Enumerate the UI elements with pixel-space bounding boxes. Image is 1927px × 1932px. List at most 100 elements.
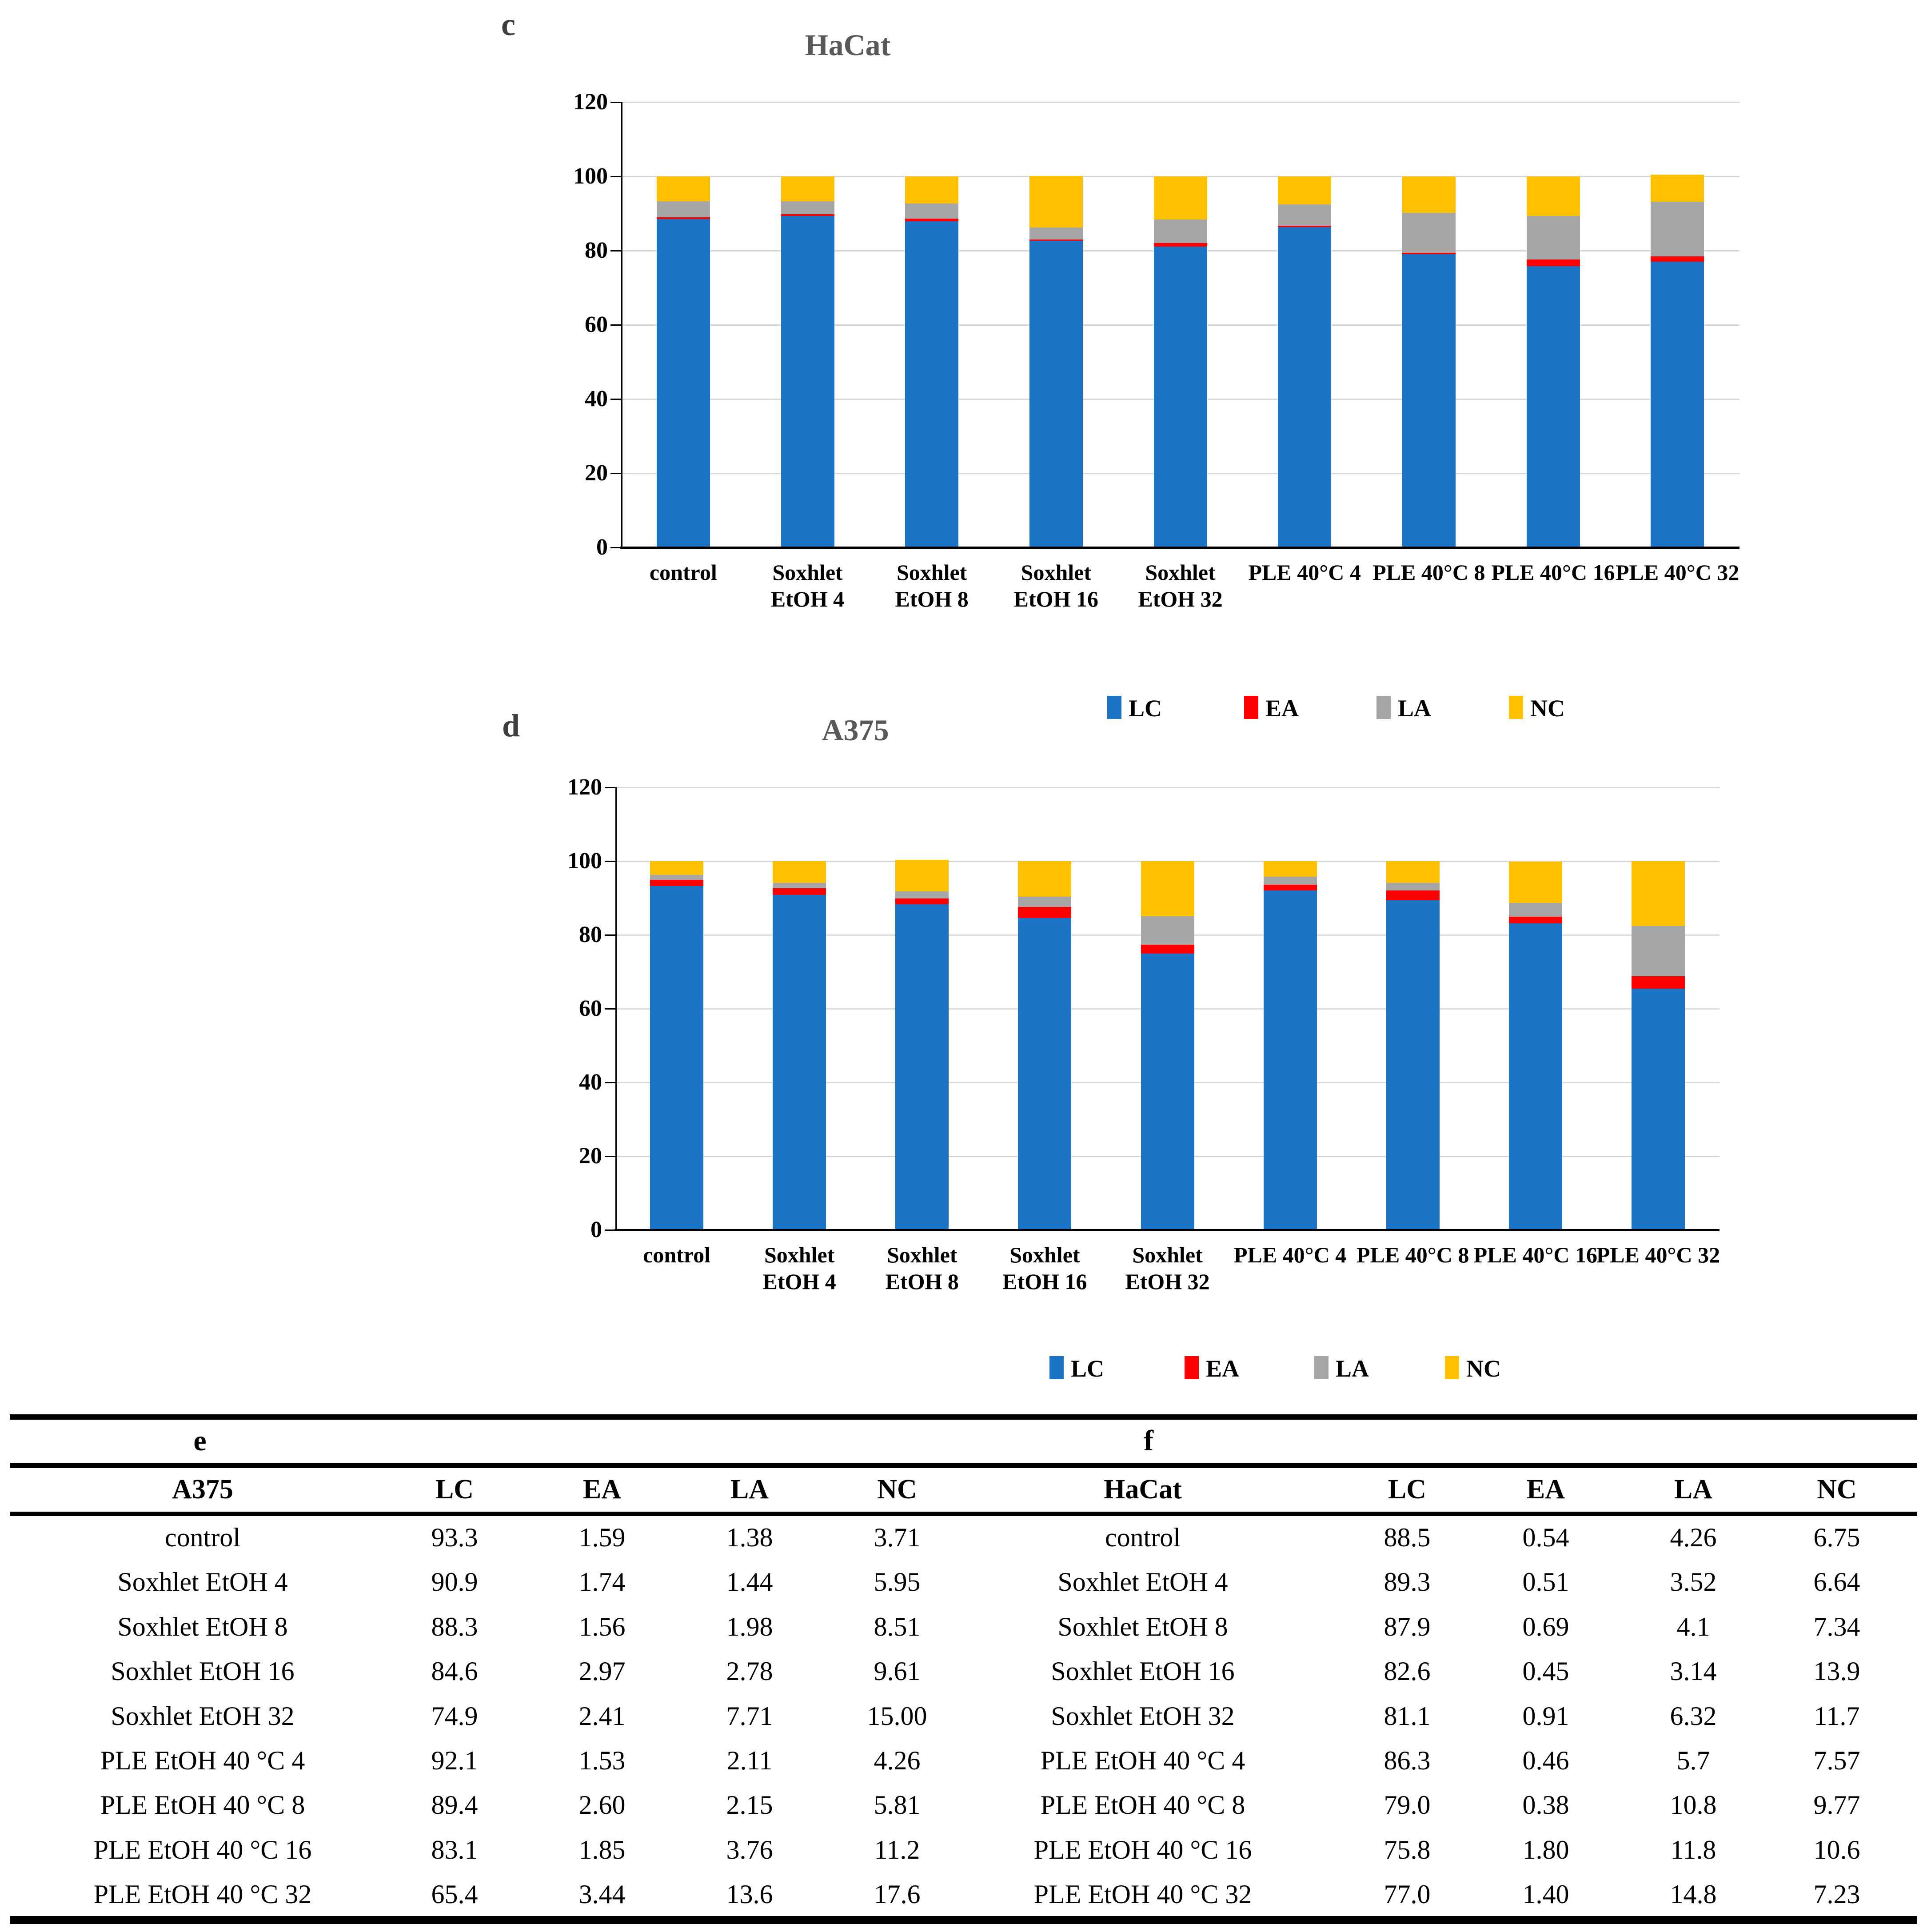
results-table: e A375 LC EA LA NC control 93.3 1.59 1.38 3.71 Soxh… <box>0 1409 1927 1932</box>
x-axis-category-label: PLE 40°C 16 <box>1491 560 1615 585</box>
legend-label-la: LA <box>1398 695 1432 722</box>
table-header-lc: LC <box>1388 1474 1427 1505</box>
y-tick-mark-120 <box>605 786 615 788</box>
x-axis-category-label: PLE 40°C 4 <box>1233 1242 1347 1267</box>
table-header-ea: EA <box>1526 1474 1565 1505</box>
y-axis-tick-label: 0 <box>596 535 608 560</box>
table-row-label: PLE EtOH 40 °C 4 <box>100 1746 305 1775</box>
table-value-cell: 1.40 <box>1522 1880 1569 1909</box>
y-axis-tick-label: 40 <box>585 386 608 411</box>
table-row-label: PLE EtOH 40 °C 16 <box>93 1835 312 1864</box>
bar-segment-la <box>773 883 826 889</box>
table-value-cell: 10.6 <box>1813 1835 1860 1864</box>
bar-segment-ea <box>905 219 959 222</box>
bar-segment-ea <box>656 217 710 220</box>
table-value-cell: 1.59 <box>578 1523 626 1552</box>
table-header-a375: A375 <box>172 1474 233 1505</box>
bar-segment-ea <box>1651 256 1704 262</box>
table-value-cell: 3.52 <box>1670 1567 1717 1597</box>
table-row-label: Soxhlet EtOH 8 <box>117 1612 288 1641</box>
table-value-cell: 0.91 <box>1522 1701 1569 1731</box>
bar-segment-la <box>895 891 949 899</box>
bar-segment-ea <box>650 880 704 886</box>
bar-segment-la <box>1526 216 1580 260</box>
table-row-label: PLE EtOH 40 °C 8 <box>100 1790 305 1820</box>
legend-swatch-nc <box>1445 1356 1459 1379</box>
y-tick-mark-40 <box>605 1082 615 1083</box>
bar-segment-nc <box>895 860 949 891</box>
table-bottom-rule <box>10 1916 1917 1924</box>
y-axis-tick-label: 80 <box>579 922 602 947</box>
bar-segment-la <box>1263 877 1317 885</box>
bar-segment-lc <box>1386 900 1440 1230</box>
y-axis-tick-label: 20 <box>585 460 608 486</box>
bar-segment-ea <box>1631 976 1685 989</box>
bar-segment-lc <box>905 221 959 547</box>
table-header-rule <box>10 1512 1917 1516</box>
y-axis-tick-label: 20 <box>579 1143 602 1169</box>
y-tick-mark-20 <box>610 472 621 474</box>
table-value-cell: 3.71 <box>874 1523 921 1552</box>
y-tick-mark-80 <box>610 250 621 251</box>
x-axis-category-label: Soxhlet EtOH 16 <box>1002 1242 1087 1294</box>
legend-swatch-ea <box>1185 1356 1199 1379</box>
x-axis-category-label: control <box>649 560 717 585</box>
table-value-cell: 2.78 <box>726 1657 773 1686</box>
y-tick-mark-60 <box>605 1008 615 1010</box>
bar-segment-nc <box>650 861 704 875</box>
bar-segment-nc <box>656 176 710 201</box>
legend-swatch-ea <box>1244 696 1258 719</box>
table-value-cell: 4.26 <box>874 1746 921 1775</box>
legend-label-lc: LC <box>1071 1355 1105 1382</box>
table-value-cell: 6.32 <box>1670 1701 1717 1731</box>
bar-segment-ea <box>773 888 826 895</box>
x-axis-category-label: PLE 40°C 8 <box>1356 1242 1469 1267</box>
bar-segment-lc <box>650 886 704 1230</box>
bar-segment-nc <box>1263 861 1317 877</box>
bar-segment-la <box>1018 897 1072 907</box>
bar-segment-lc <box>1278 227 1332 547</box>
x-axis-category-label: PLE 40°C 32 <box>1596 1242 1720 1267</box>
bar-segment-nc <box>1386 861 1440 883</box>
x-axis-category-label: PLE 40°C 4 <box>1248 560 1361 585</box>
table-value-cell: 6.64 <box>1813 1567 1860 1597</box>
y-axis-tick-label: 60 <box>585 312 608 337</box>
y-axis-line <box>615 787 617 1230</box>
bar-segment-lc <box>773 894 826 1230</box>
y-axis-tick-label: 100 <box>567 848 602 874</box>
table-value-cell: 3.44 <box>578 1880 626 1909</box>
table-value-cell: 89.3 <box>1384 1567 1431 1597</box>
x-axis-category-label: PLE 40°C 16 <box>1473 1242 1597 1267</box>
bar-segment-ea <box>1526 259 1580 267</box>
table-value-cell: 0.51 <box>1522 1567 1569 1597</box>
x-axis-category-label: Soxhlet EtOH 32 <box>1138 560 1223 611</box>
bar-segment-lc <box>1631 989 1685 1230</box>
table-value-cell: 11.8 <box>1670 1835 1716 1864</box>
y-tick-mark-20 <box>605 1155 615 1157</box>
table-value-cell: 2.11 <box>726 1746 773 1775</box>
chart-title-hacat: HaCat <box>805 28 891 62</box>
y-tick-mark-60 <box>610 324 621 326</box>
bar-segment-lc <box>1263 890 1317 1230</box>
panel-label-d: d <box>502 708 520 743</box>
table-row-label: Soxhlet EtOH 32 <box>111 1701 295 1731</box>
table-row-label: Soxhlet EtOH 16 <box>1051 1657 1235 1686</box>
table-value-cell: 13.9 <box>1813 1657 1860 1686</box>
bar-segment-la <box>656 201 710 217</box>
table-value-cell: 92.1 <box>431 1746 478 1775</box>
table-row-label: Soxhlet EtOH 8 <box>1057 1612 1228 1641</box>
y-tick-mark-100 <box>605 860 615 862</box>
bar-segment-lc <box>656 219 710 547</box>
legend-swatch-lc <box>1107 696 1121 719</box>
bar-segment-ea <box>1018 907 1072 918</box>
table-value-cell: 3.76 <box>726 1835 773 1864</box>
bar-segment-nc <box>1141 861 1194 917</box>
table-header-hacat: HaCat <box>1104 1474 1182 1505</box>
x-axis-line <box>614 1229 1720 1231</box>
table-value-cell: 2.41 <box>578 1701 626 1731</box>
legend-label-ea: EA <box>1265 695 1299 722</box>
legend-label-ea: EA <box>1206 1355 1240 1382</box>
table-row-label: control <box>1105 1523 1181 1552</box>
table-value-cell: 74.9 <box>431 1701 478 1731</box>
bar-segment-ea <box>781 214 834 216</box>
